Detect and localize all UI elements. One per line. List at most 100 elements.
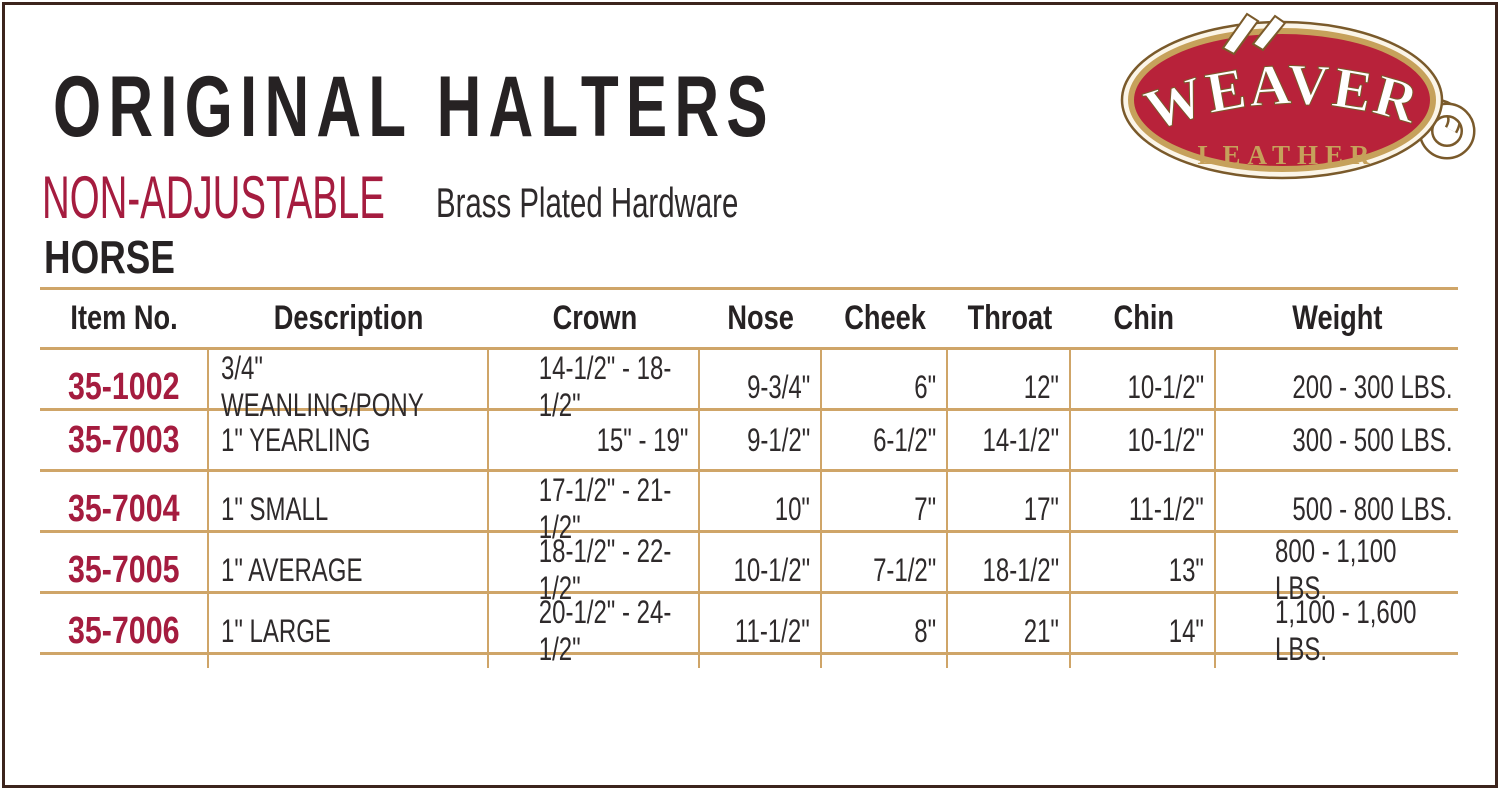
column-header-crown: Crown <box>489 290 700 347</box>
category-subtitle-text: NON-ADJUSTABLE <box>42 164 385 231</box>
cell-description-text: 3/4" WEANLING/PONY <box>221 350 424 423</box>
column-header-label: Crown <box>552 299 637 337</box>
cell-nose: 10-1/2" <box>700 533 822 607</box>
cell-crown: 18-1/2" - 22-1/2" <box>489 533 700 607</box>
cell-chin-text: 10-1/2" <box>1127 368 1204 405</box>
column-header-label: Weight <box>1291 299 1383 337</box>
cell-description: 1" YEARLING <box>209 411 489 469</box>
cell-chin: 10-1/2" <box>1071 411 1216 469</box>
column-header-chin: Chin <box>1071 290 1216 347</box>
cell-item-no: 35-1002 <box>40 350 209 424</box>
cell-nose: 9-3/4" <box>700 350 822 424</box>
hardware-note-text: Brass Plated Hardware <box>436 179 739 226</box>
cell-description-text: 1" LARGE <box>221 612 331 649</box>
logo-oval-red <box>1128 28 1436 172</box>
table-body: 35-1002 3/4" WEANLING/PONY 14-1/2" - 18-1/… <box>40 350 1458 668</box>
cell-weight: 200 - 300 LBS. <box>1216 350 1458 424</box>
cell-throat-text: 21" <box>1023 612 1059 649</box>
category-subtitle: NON-ADJUSTABLE <box>42 168 578 228</box>
hardware-note: Brass Plated Hardware <box>436 182 868 224</box>
column-header-cheek: Cheek <box>822 290 948 347</box>
cell-crown: 17-1/2" - 21-1/2" <box>489 472 700 546</box>
size-spec-table: Item No. Description Crown Nose Cheek Throat C… <box>40 287 1458 668</box>
logo-w-swash-1 <box>1221 12 1260 56</box>
section-heading-text: HORSE <box>44 231 175 283</box>
cell-description-text: 1" SMALL <box>221 490 329 527</box>
cell-item-no: 35-7003 <box>40 411 209 469</box>
page-title-text: ORIGINAL HALTERS <box>53 59 775 155</box>
column-header-throat: Throat <box>948 290 1071 347</box>
cell-throat-text: 18-1/2" <box>982 551 1059 588</box>
column-header-label: Item No. <box>70 299 179 337</box>
cell-throat-text: 14-1/2" <box>982 421 1059 458</box>
cell-cheek-text: 6-1/2" <box>872 421 936 458</box>
column-header-nose: Nose <box>700 290 822 347</box>
cell-throat: 18-1/2" <box>948 533 1071 607</box>
cell-cheek: 6-1/2" <box>822 411 948 469</box>
cell-crown-text: 20-1/2" - 24-1/2" <box>538 594 672 667</box>
table-row: 35-7004 1" SMALL 17-1/2" - 21-1/2" 10" 7" 17"… <box>40 472 1458 546</box>
cell-weight: 800 - 1,100 LBS. <box>1216 533 1458 607</box>
cell-weight-text: 300 - 500 LBS. <box>1291 421 1452 458</box>
column-header-label: Throat <box>967 299 1052 337</box>
cell-weight-text: 800 - 1,100 LBS. <box>1275 533 1397 606</box>
cell-cheek: 7" <box>822 472 948 546</box>
cell-cheek-text: 6" <box>914 368 936 405</box>
item-number-text: 35-1002 <box>67 365 180 408</box>
cell-weight: 300 - 500 LBS. <box>1216 411 1458 469</box>
cell-cheek: 6" <box>822 350 948 424</box>
table-row: 35-7005 1" AVERAGE 18-1/2" - 22-1/2" 10-1/2… <box>40 533 1458 607</box>
cell-nose-text: 10" <box>774 490 810 527</box>
cell-throat: 14-1/2" <box>948 411 1071 469</box>
cell-chin: 14" <box>1071 594 1216 668</box>
cell-cheek: 7-1/2" <box>822 533 948 607</box>
logo-w-swash-2 <box>1251 14 1287 52</box>
table-row: 35-7006 1" LARGE 20-1/2" - 24-1/2" 11-1/2" 8… <box>40 594 1458 668</box>
item-number-text: 35-7006 <box>67 609 180 652</box>
column-header-label: Chin <box>1113 299 1174 337</box>
cell-throat-text: 17" <box>1023 490 1059 527</box>
cell-nose-text: 9-3/4" <box>746 368 810 405</box>
column-header-weight: Weight <box>1216 290 1458 347</box>
cell-crown: 20-1/2" - 24-1/2" <box>489 594 700 668</box>
cell-weight: 500 - 800 LBS. <box>1216 472 1458 546</box>
cell-chin: 10-1/2" <box>1071 350 1216 424</box>
item-number-text: 35-7003 <box>67 418 180 461</box>
section-heading: HORSE <box>44 234 208 280</box>
cell-cheek: 8" <box>822 594 948 668</box>
cell-item-no: 35-7004 <box>40 472 209 546</box>
cell-description-text: 1" YEARLING <box>221 421 371 458</box>
cell-chin: 13" <box>1071 533 1216 607</box>
cell-throat: 17" <box>948 472 1071 546</box>
column-header-description: Description <box>209 290 489 347</box>
item-number-text: 35-7004 <box>67 487 180 530</box>
cell-cheek-text: 7-1/2" <box>872 551 936 588</box>
cell-chin-text: 13" <box>1168 551 1204 588</box>
cell-chin-text: 10-1/2" <box>1127 421 1204 458</box>
cell-throat: 21" <box>948 594 1071 668</box>
cell-crown-text: 18-1/2" - 22-1/2" <box>538 533 672 606</box>
cell-crown-text: 17-1/2" - 21-1/2" <box>538 472 672 545</box>
column-header-item-no: Item No. <box>40 290 209 347</box>
cell-nose-text: 9-1/2" <box>746 421 810 458</box>
cell-throat-text: 12" <box>1023 368 1059 405</box>
cell-weight: 1,100 - 1,600 LBS. <box>1216 594 1458 668</box>
cell-throat: 12" <box>948 350 1071 424</box>
column-header-label: Nose <box>727 299 795 337</box>
cell-crown: 14-1/2" - 18-1/2" <box>489 350 700 424</box>
cell-chin-text: 11-1/2" <box>1129 490 1204 527</box>
cell-chin: 11-1/2" <box>1071 472 1216 546</box>
column-header-label: Cheek <box>844 299 926 337</box>
page-title: ORIGINAL HALTERS <box>53 64 1056 150</box>
cell-crown-text: 15" - 19" <box>596 421 688 458</box>
cell-nose: 10" <box>700 472 822 546</box>
cell-item-no: 35-7006 <box>40 594 209 668</box>
cell-item-no: 35-7005 <box>40 533 209 607</box>
cell-weight-text: 200 - 300 LBS. <box>1291 368 1452 405</box>
cell-weight-text: 500 - 800 LBS. <box>1291 490 1452 527</box>
cell-description: 1" SMALL <box>209 472 489 546</box>
cell-nose: 11-1/2" <box>700 594 822 668</box>
weaver-leather-logo: WEAVER LEATHER <box>1120 12 1476 180</box>
cell-crown: 15" - 19" <box>489 411 700 469</box>
